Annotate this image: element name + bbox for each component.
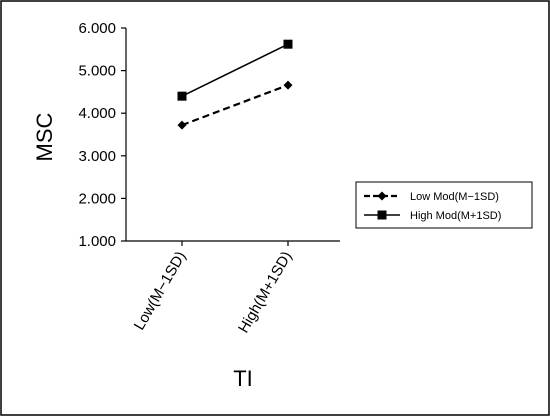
x-axis-title: TI	[233, 366, 253, 391]
legend-marker	[377, 210, 387, 220]
data-point	[177, 91, 187, 101]
y-tick-label: 2.000	[78, 190, 116, 207]
legend-item: Low Mod(M−1SD)	[364, 191, 499, 203]
series-layer	[177, 39, 293, 130]
legend-label: Low Mod(M−1SD)	[410, 191, 499, 203]
data-point	[177, 120, 187, 130]
y-axis-title: MSC	[32, 112, 57, 161]
legend-label: High Mod(M+1SD)	[410, 210, 501, 222]
series-line	[181, 84, 289, 127]
data-point	[283, 80, 293, 90]
legend-item: High Mod(M+1SD)	[364, 210, 501, 222]
legend-marker	[377, 191, 387, 201]
legend-box	[355, 181, 533, 229]
legend: Low Mod(M−1SD) High Mod(M+1SD)	[355, 181, 533, 229]
series-low-mod	[177, 80, 293, 130]
y-tick-label: 5.000	[78, 63, 116, 80]
y-tick-label: 4.000	[78, 105, 116, 122]
y-tick-label: 1.000	[78, 233, 116, 250]
series-high-mod	[177, 39, 293, 101]
data-point	[283, 39, 293, 49]
series-line	[181, 43, 289, 97]
y-tick-label: 3.000	[78, 148, 116, 165]
y-tick-label: 6.000	[78, 20, 116, 37]
y-axis-ticks: 1.000 2.000 3.000 4.000 5.000 6.000	[78, 20, 126, 250]
